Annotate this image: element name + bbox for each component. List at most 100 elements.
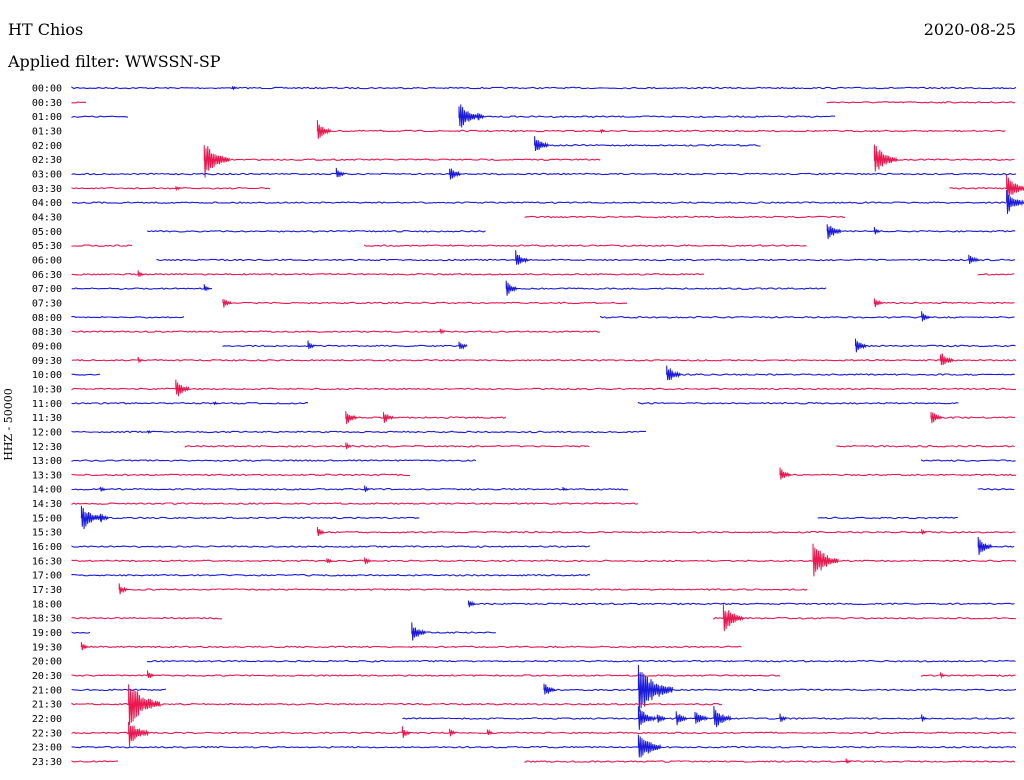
- trace-segment: [817, 516, 958, 520]
- time-tick-label: 22:30: [32, 728, 62, 739]
- seismic-event: [222, 298, 232, 308]
- trace-segment: [71, 272, 704, 276]
- trace-segment: [921, 459, 1016, 462]
- trace-segment: [71, 387, 1017, 391]
- time-tick-label: 08:30: [32, 327, 62, 338]
- time-tick-label: 23:00: [32, 743, 62, 754]
- seismic-event: [477, 112, 485, 121]
- seismic-event: [666, 365, 681, 381]
- seismic-event: [534, 136, 549, 152]
- time-tick-label: 13:30: [32, 470, 62, 481]
- trace-segment: [71, 86, 1017, 90]
- trace-segment: [506, 287, 827, 290]
- seismic-event: [921, 311, 931, 322]
- trace-segment: [543, 688, 1017, 692]
- time-tick-label: 10:00: [32, 370, 62, 381]
- seismic-event: [562, 486, 568, 492]
- trace-segment: [118, 588, 808, 591]
- seismic-event: [335, 167, 345, 178]
- time-tick-label: 06:30: [32, 270, 62, 281]
- trace-segment: [71, 430, 646, 434]
- time-tick-label: 17:30: [32, 585, 62, 596]
- seismic-event: [873, 298, 883, 308]
- trace-segment: [666, 373, 1015, 376]
- seismic-event: [656, 714, 666, 723]
- time-tick-label: 12:30: [32, 442, 62, 453]
- trace-segment: [600, 315, 1015, 319]
- seismic-event: [515, 250, 529, 265]
- seismic-event: [232, 85, 238, 91]
- trace-segment: [71, 745, 1017, 749]
- time-tick-label: 07:30: [32, 298, 62, 309]
- trace-segment: [921, 674, 1016, 678]
- time-tick-label: 03:00: [32, 169, 62, 180]
- seismic-event: [637, 734, 662, 758]
- time-tick-label: 14:30: [32, 499, 62, 510]
- seismic-event: [855, 338, 867, 353]
- seismic-event: [137, 270, 144, 278]
- trace-segment: [779, 473, 1017, 477]
- trace-segment: [71, 559, 1017, 563]
- trace-segment: [146, 659, 1016, 663]
- seismic-event: [675, 711, 688, 726]
- time-tick-label: 08:00: [32, 313, 62, 324]
- seismic-event: [940, 353, 954, 366]
- seismic-event: [128, 684, 161, 726]
- trace-segment: [71, 674, 781, 677]
- seismic-event: [439, 328, 446, 334]
- seismic-event: [137, 356, 143, 364]
- time-tick-label: 02:00: [32, 141, 62, 152]
- seismic-event: [722, 604, 744, 632]
- seismic-event: [203, 145, 230, 178]
- seismic-event: [128, 721, 149, 747]
- time-tick-label: 01:00: [32, 112, 62, 123]
- seismic-event: [175, 186, 181, 192]
- date-label: 2020-08-25: [923, 20, 1016, 39]
- trace-segment: [184, 444, 590, 448]
- seismic-event: [364, 485, 371, 493]
- time-tick-label: 02:30: [32, 155, 62, 166]
- trace-segment: [71, 688, 167, 692]
- seismic-event: [147, 429, 153, 434]
- seismic-event: [977, 536, 993, 555]
- seismic-event: [364, 557, 372, 565]
- trace-segment: [71, 545, 591, 548]
- seismic-event: [637, 706, 656, 730]
- seismic-event: [316, 120, 332, 139]
- seismic-event: [845, 758, 851, 764]
- seismic-event: [203, 284, 210, 292]
- time-tick-label: 11:00: [32, 399, 62, 410]
- seismic-event: [345, 442, 352, 450]
- time-tick-label: 03:30: [32, 184, 62, 195]
- seismic-event: [213, 401, 219, 406]
- seismic-event: [345, 411, 358, 425]
- time-tick-label: 18:30: [32, 614, 62, 625]
- time-tick-label: 13:00: [32, 456, 62, 467]
- time-tick-label: 06:00: [32, 255, 62, 266]
- trace-segment: [402, 717, 1015, 720]
- trace-segment: [222, 301, 628, 305]
- time-tick-label: 10:30: [32, 384, 62, 395]
- trace-segment: [467, 602, 1015, 606]
- seismic-event: [147, 670, 155, 679]
- seismic-event: [543, 683, 556, 695]
- seismic-event: [600, 128, 606, 135]
- trace-segment: [364, 244, 807, 247]
- seismic-event: [812, 543, 839, 577]
- seismic-event: [713, 706, 732, 728]
- time-tick-label: 17:00: [32, 571, 62, 582]
- seismic-event: [326, 558, 333, 564]
- time-tick-label: 07:00: [32, 284, 62, 295]
- trace-segment: [316, 530, 1016, 534]
- trace-segment: [71, 287, 213, 290]
- trace-segment: [345, 416, 507, 420]
- trace-segment: [222, 344, 460, 348]
- seismic-event: [1006, 189, 1024, 214]
- trace-segment: [71, 373, 101, 376]
- filter-label: Applied filter: WWSSN-SP: [8, 52, 221, 71]
- seismic-event: [411, 622, 426, 641]
- seismic-event: [921, 714, 928, 722]
- time-tick-label: 23:30: [32, 757, 62, 768]
- time-tick-label: 21:30: [32, 700, 62, 711]
- time-tick-label: 15:00: [32, 513, 62, 524]
